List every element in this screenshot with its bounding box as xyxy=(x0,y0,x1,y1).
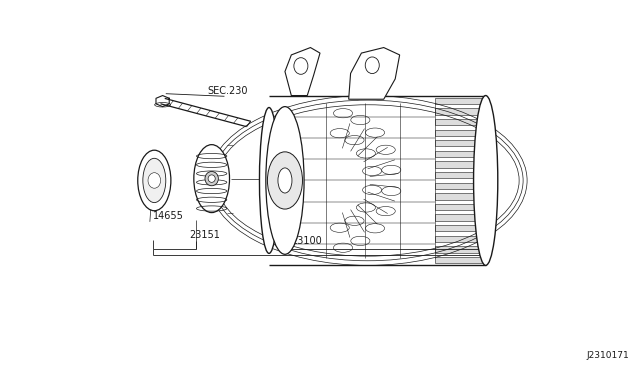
Bar xyxy=(435,108,483,115)
Ellipse shape xyxy=(208,175,215,182)
Bar xyxy=(435,151,483,157)
Ellipse shape xyxy=(365,57,380,74)
Ellipse shape xyxy=(259,108,278,253)
Bar xyxy=(435,214,483,221)
Bar xyxy=(435,225,483,231)
Bar xyxy=(435,246,483,253)
Bar xyxy=(435,98,483,104)
Polygon shape xyxy=(285,48,320,96)
Ellipse shape xyxy=(474,96,498,265)
Ellipse shape xyxy=(268,152,303,209)
Bar xyxy=(435,257,483,263)
Bar xyxy=(435,204,483,210)
Ellipse shape xyxy=(148,173,161,188)
Ellipse shape xyxy=(278,168,292,193)
Ellipse shape xyxy=(294,58,308,74)
Text: J2310171: J2310171 xyxy=(586,351,629,360)
Ellipse shape xyxy=(143,158,166,203)
Ellipse shape xyxy=(266,107,304,254)
Bar xyxy=(435,235,483,242)
Ellipse shape xyxy=(194,145,230,212)
Bar xyxy=(435,172,483,178)
Text: 23151: 23151 xyxy=(189,230,220,240)
Text: 23100: 23100 xyxy=(291,236,322,246)
Bar xyxy=(435,140,483,147)
Bar xyxy=(435,119,483,125)
Ellipse shape xyxy=(138,150,171,211)
Bar xyxy=(435,161,483,168)
Polygon shape xyxy=(349,48,399,99)
Bar xyxy=(435,193,483,199)
Bar xyxy=(435,129,483,136)
Text: SEC.230: SEC.230 xyxy=(207,86,248,96)
Text: 14655: 14655 xyxy=(153,211,184,221)
Bar xyxy=(435,183,483,189)
Ellipse shape xyxy=(205,171,218,186)
